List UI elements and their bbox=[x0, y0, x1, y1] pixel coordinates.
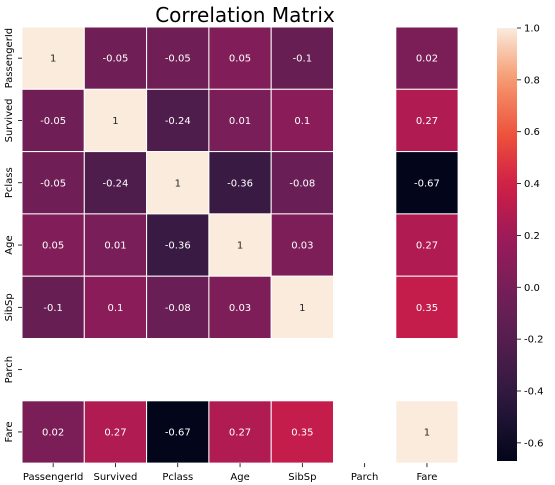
cell-value-label: 0.05 bbox=[42, 241, 64, 252]
colorbar-tick-label: 1.0 bbox=[524, 24, 540, 35]
chart-title: Correlation Matrix bbox=[155, 3, 335, 27]
heatmap-cell bbox=[270, 151, 335, 215]
colorbar-tick-label: 0.8 bbox=[524, 75, 540, 86]
x-tick-label: Age bbox=[230, 472, 249, 483]
cell-value-label: 0.01 bbox=[229, 116, 251, 127]
colorbar: -0.6 -0.4 -0.2 0.0 0.2 0.4 0.6 0.8 1.0 bbox=[497, 24, 544, 461]
heatmap-cells: 1 -0.05 -0.05 0.05 -0.1 0.02 -0.05 1 -0.24 0.01 0.… bbox=[21, 26, 459, 464]
cell-value-label: 0.35 bbox=[416, 303, 438, 314]
heatmap-cell bbox=[146, 213, 210, 277]
heatmap-cell bbox=[21, 400, 85, 464]
cell-value-label: 0.01 bbox=[104, 241, 126, 252]
x-tick-label: SibSp bbox=[288, 472, 316, 483]
heatmap-cell bbox=[83, 151, 148, 215]
cell-value-label: 0.1 bbox=[107, 303, 123, 314]
colorbar-gradient bbox=[497, 28, 517, 461]
colorbar-tick-label: 0.0 bbox=[524, 283, 540, 294]
y-tick-label: Age bbox=[4, 235, 15, 254]
y-tick-label: Survived bbox=[4, 98, 15, 142]
y-tick-label: Pclass bbox=[4, 167, 15, 198]
heatmap-cell bbox=[270, 400, 335, 464]
cell-value-label: 1 bbox=[237, 241, 243, 252]
heatmap-cell bbox=[270, 213, 335, 277]
heatmap-cell bbox=[208, 213, 272, 277]
colorbar-tick-label: -0.2 bbox=[524, 335, 544, 346]
heatmap-cell bbox=[395, 275, 459, 340]
cell-value-label: 0.03 bbox=[229, 303, 251, 314]
heatmap-cell bbox=[208, 88, 272, 153]
heatmap-cell bbox=[270, 88, 335, 153]
y-axis-ticks: PassengerId Survived Pclass Age SibSp Parch Fa… bbox=[4, 28, 22, 442]
cell-value-label: 0.05 bbox=[229, 54, 251, 65]
cell-value-label: -0.1 bbox=[43, 303, 63, 314]
heatmap-cell bbox=[208, 275, 272, 340]
colorbar-tick-label: 0.6 bbox=[524, 127, 540, 138]
cell-value-label: 0.02 bbox=[42, 427, 64, 438]
cell-value-label: -0.1 bbox=[293, 54, 313, 65]
heatmap-cell bbox=[395, 88, 459, 153]
cell-value-label: -0.67 bbox=[165, 427, 191, 438]
cell-value-label: 0.27 bbox=[104, 427, 126, 438]
heatmap-cell bbox=[21, 213, 85, 277]
heatmap-cell bbox=[208, 400, 272, 464]
cell-value-label: 1 bbox=[175, 178, 181, 189]
heatmap-cell bbox=[83, 213, 148, 277]
cell-value-label: 0.03 bbox=[291, 241, 313, 252]
x-axis-ticks: PassengerId Survived Pclass Age SibSp Parch Fa… bbox=[23, 463, 437, 483]
cell-value-label: -0.24 bbox=[103, 178, 129, 189]
heatmap-cell bbox=[395, 400, 459, 464]
x-tick-label: Survived bbox=[93, 472, 137, 483]
heatmap-cell bbox=[146, 275, 210, 340]
heatmap-cell bbox=[21, 26, 85, 90]
cell-value-label: -0.08 bbox=[289, 178, 315, 189]
cell-value-label: 1 bbox=[112, 116, 118, 127]
cell-value-label: -0.36 bbox=[165, 241, 191, 252]
cell-value-label: -0.67 bbox=[414, 178, 440, 189]
cell-value-label: 0.27 bbox=[416, 116, 438, 127]
cell-value-label: 0.27 bbox=[229, 427, 251, 438]
heatmap-cell bbox=[395, 213, 459, 277]
y-tick-label: PassengerId bbox=[4, 28, 15, 89]
y-tick-label: Parch bbox=[4, 356, 15, 383]
colorbar-tick-label: 0.2 bbox=[524, 231, 540, 242]
heatmap-cell bbox=[395, 151, 459, 215]
colorbar-tick-label: -0.6 bbox=[524, 438, 544, 449]
cell-value-label: 1 bbox=[424, 427, 430, 438]
heatmap-cell bbox=[208, 26, 272, 90]
colorbar-tick-label: 0.4 bbox=[524, 179, 540, 190]
cell-value-label: -0.05 bbox=[40, 178, 66, 189]
cell-value-label: 1 bbox=[299, 303, 305, 314]
cell-value-label: 1 bbox=[50, 54, 56, 65]
heatmap-cell bbox=[21, 275, 85, 340]
heatmap-cell bbox=[270, 275, 335, 340]
y-tick-label: SibSp bbox=[4, 293, 15, 321]
x-tick-label: Pclass bbox=[162, 472, 193, 483]
cell-value-label: -0.05 bbox=[103, 54, 129, 65]
x-tick-label: Fare bbox=[416, 472, 437, 483]
x-tick-label: PassengerId bbox=[23, 472, 84, 483]
x-tick-label: Parch bbox=[351, 472, 378, 483]
cell-value-label: 0.1 bbox=[294, 116, 310, 127]
heatmap-cell bbox=[395, 26, 459, 90]
cell-value-label: -0.24 bbox=[165, 116, 191, 127]
cell-value-label: 0.35 bbox=[291, 427, 313, 438]
y-tick-label: Fare bbox=[4, 421, 15, 442]
cell-value-label: -0.08 bbox=[165, 303, 191, 314]
cell-value-label: -0.36 bbox=[227, 178, 253, 189]
heatmap-cell bbox=[83, 26, 148, 90]
cell-value-label: 0.27 bbox=[416, 241, 438, 252]
cell-value-label: -0.05 bbox=[165, 54, 191, 65]
heatmap-cell bbox=[146, 26, 210, 90]
cell-value-label: 0.02 bbox=[416, 54, 438, 65]
cell-value-label: -0.05 bbox=[40, 116, 66, 127]
heatmap-cell bbox=[83, 88, 148, 153]
colorbar-tick-label: -0.4 bbox=[524, 386, 544, 397]
heatmap-cell bbox=[208, 151, 272, 215]
